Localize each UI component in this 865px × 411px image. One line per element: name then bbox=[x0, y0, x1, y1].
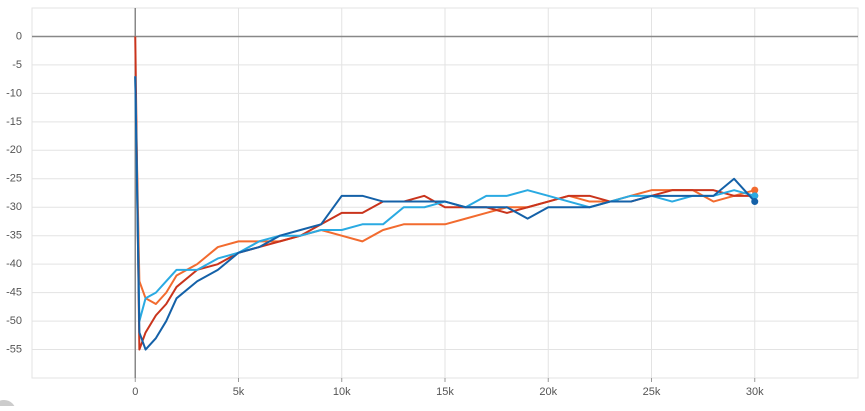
y-tick-label: -15 bbox=[6, 116, 22, 128]
y-tick-label: -45 bbox=[6, 287, 22, 299]
x-tick-label: 25k bbox=[643, 386, 661, 398]
end-point bbox=[751, 192, 759, 200]
y-tick-label: -35 bbox=[6, 230, 22, 242]
corner-button bbox=[0, 400, 16, 411]
series-line bbox=[134, 76, 756, 351]
x-tick-label: 15k bbox=[436, 386, 454, 398]
x-tick-label: 10k bbox=[333, 386, 351, 398]
y-tick-label: -20 bbox=[6, 144, 22, 156]
x-tick-label: 20k bbox=[539, 386, 557, 398]
x-tick-label: 5k bbox=[233, 386, 245, 398]
end-point bbox=[751, 198, 759, 206]
end-point bbox=[751, 186, 759, 194]
y-tick-label: -55 bbox=[6, 343, 22, 355]
y-tick-label: -5 bbox=[12, 59, 22, 71]
y-tick-label: -30 bbox=[6, 201, 22, 213]
series-line bbox=[134, 76, 756, 323]
y-tick-label: -10 bbox=[6, 87, 22, 99]
x-tick-label: 30k bbox=[746, 386, 764, 398]
y-tick-label: -40 bbox=[6, 258, 22, 270]
y-tick-label: 0 bbox=[16, 30, 22, 42]
y-tick-label: -25 bbox=[6, 173, 22, 185]
y-tick-label: -50 bbox=[6, 315, 22, 327]
x-tick-label: 0 bbox=[132, 386, 138, 398]
